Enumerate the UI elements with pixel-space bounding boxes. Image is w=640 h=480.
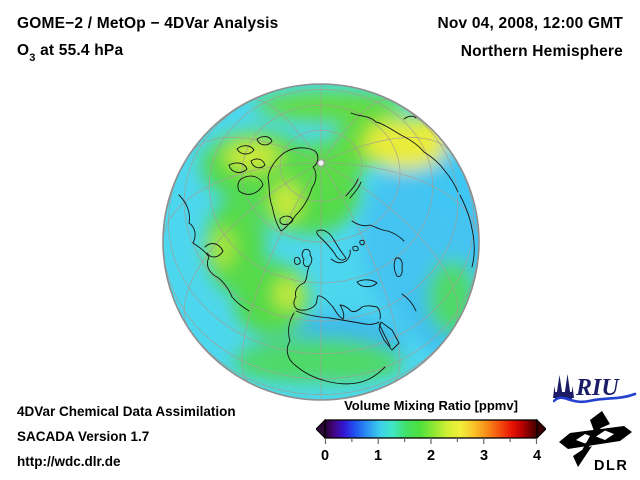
cathedral-icon: [553, 374, 574, 399]
graticule-grid: [163, 84, 479, 400]
colorbar-scale: [316, 419, 546, 444]
species-level-label: O3 at 55.4 hPa: [17, 42, 124, 65]
header-left: GOME−2 / MetOp − 4DVar Analysis O3 at 55…: [17, 15, 279, 65]
region-label: Northern Hemisphere: [460, 43, 623, 60]
datetime-label: Nov 04, 2008, 12:00 GMT: [437, 15, 623, 32]
colorbar-tick-label: 1: [373, 448, 383, 464]
colorbar-ticks: [324, 438, 538, 444]
colorbar-tick-label: 4: [532, 448, 542, 464]
colorbar-left-arrow-icon: [316, 419, 326, 440]
globe-map: [162, 83, 480, 401]
colorbar-tick-label: 3: [479, 448, 489, 464]
dlr-text: DLR: [594, 458, 628, 474]
colorbar-tick-label: 2: [426, 448, 436, 464]
colorbar-title: Volume Mixing Ratio [ppmv]: [344, 398, 518, 413]
dlr-mark-icon: [559, 411, 632, 467]
header-right: Nov 04, 2008, 12:00 GMT Northern Hemisph…: [437, 15, 623, 61]
coastlines: [178, 112, 475, 385]
riu-text: RIU: [575, 375, 620, 401]
version-label: SACADA Version 1.7: [17, 429, 150, 444]
colorbar-tick-label: 0: [320, 448, 330, 464]
url-label: http://wdc.dlr.de: [17, 454, 121, 469]
colorbar-legend: Volume Mixing Ratio [ppmv] 0 1 2 3 4: [316, 398, 546, 470]
globe-figure: [130, 60, 530, 420]
product-name: 4DVar Chemical Data Assimilation: [17, 404, 236, 419]
colorbar-right-arrow-icon: [536, 419, 546, 440]
colorbar-gradient-bar: [324, 419, 538, 439]
dlr-logo: DLR: [556, 409, 640, 475]
riu-logo: RIU: [552, 372, 637, 406]
globe-rim: [162, 83, 480, 401]
riu-wave-icon: [552, 392, 637, 404]
footer-credits: 4DVar Chemical Data Assimilation SACADA …: [17, 404, 236, 479]
pole-marker: [317, 159, 325, 167]
page-title: GOME−2 / MetOp − 4DVar Analysis: [17, 15, 279, 32]
